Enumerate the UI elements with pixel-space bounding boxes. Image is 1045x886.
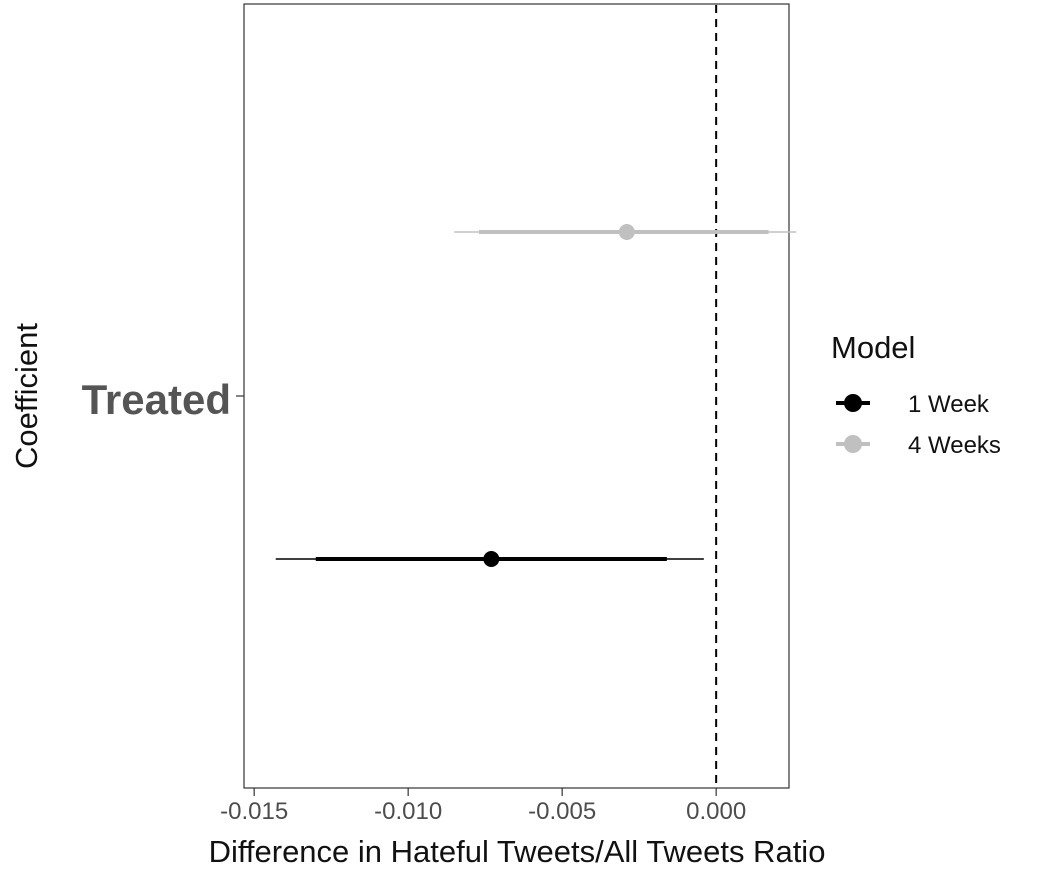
point-estimate-4-weeks xyxy=(618,224,635,240)
x-tick-label: -0.005 xyxy=(528,798,596,825)
legend: Model 1 Week 4 Weeks xyxy=(831,330,1001,459)
x-axis: -0.015 -0.010 -0.005 0.000 xyxy=(220,788,746,825)
point-estimate-1-week xyxy=(483,551,500,567)
legend-title: Model xyxy=(831,330,915,365)
legend-label-4-weeks: 4 Weeks xyxy=(908,432,1001,459)
legend-key-point-4-weeks xyxy=(844,435,862,453)
x-axis-label: Difference in Hateful Tweets/All Tweets … xyxy=(209,834,826,869)
y-category-label: Treated xyxy=(82,376,231,423)
plot-panel xyxy=(243,3,790,789)
legend-items: 1 Week 4 Weeks xyxy=(836,391,1001,459)
legend-label-1-week: 1 Week xyxy=(908,391,990,418)
legend-key-point-1-week xyxy=(844,394,862,412)
x-tick-label: -0.015 xyxy=(220,798,288,825)
x-tick-label: -0.010 xyxy=(374,798,442,825)
y-axis-label: Coefficient xyxy=(9,323,44,469)
x-tick-label: 0.000 xyxy=(686,798,746,825)
chart-marks xyxy=(275,5,797,787)
